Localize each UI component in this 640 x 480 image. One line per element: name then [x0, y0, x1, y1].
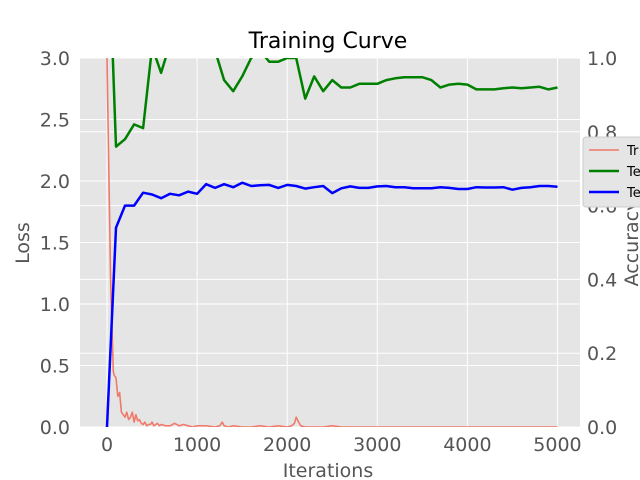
y-tick-label: 2.0: [40, 171, 70, 193]
y2-axis-ticks: 0.00.20.40.60.81.0: [587, 48, 617, 439]
y2-tick-label: 0.2: [587, 343, 617, 365]
series-layer: [105, 58, 558, 427]
y-tick-label: 0.5: [40, 356, 70, 378]
x-axis-label: Iterations: [283, 460, 374, 480]
y-tick-label: 1.5: [40, 233, 70, 255]
series-line-2: [105, 181, 558, 427]
x-tick-label: 4000: [443, 434, 491, 456]
x-tick-label: 2000: [263, 434, 311, 456]
legend-label-0: Tr: [626, 144, 639, 159]
grid-lines: [80, 57, 580, 428]
x-tick-label: 5000: [533, 434, 581, 456]
y-tick-label: 0.0: [40, 417, 70, 439]
y-tick-label: 1.0: [40, 294, 70, 316]
y2-tick-label: 0.0: [587, 417, 617, 439]
y2-tick-label: 1.0: [587, 48, 617, 70]
y2-axis-label: Accuracy: [621, 200, 640, 287]
y-tick-label: 2.5: [40, 110, 70, 132]
legend: Tr Te Te: [582, 136, 640, 208]
y-axis-ticks: 0.0 0.5 1.0 1.5 2.0 2.5 3.0: [40, 48, 70, 439]
y-axis-label: Loss: [12, 222, 34, 264]
series-line-0: [106, 58, 558, 427]
y2-tick-label: 0.4: [587, 269, 617, 291]
y-tick-label: 3.0: [40, 48, 70, 70]
x-tick-label: 0: [101, 434, 113, 456]
chart-title: Training Curve: [248, 29, 408, 54]
series-line-1: [111, 58, 558, 148]
legend-label-1: Te: [626, 165, 640, 180]
x-tick-label: 1000: [173, 434, 221, 456]
x-tick-label: 3000: [353, 434, 401, 456]
legend-label-2: Te: [626, 186, 640, 201]
x-axis-ticks: 0 1000 2000 3000 4000 5000: [101, 434, 582, 456]
